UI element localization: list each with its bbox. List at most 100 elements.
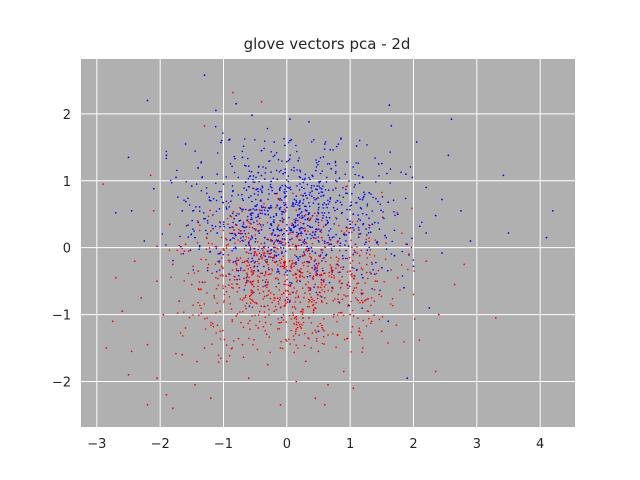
blue-data-point — [261, 191, 263, 194]
red-data-point — [311, 298, 314, 301]
blue-data-point — [315, 230, 317, 233]
red-data-point — [293, 317, 296, 320]
red-data-point — [353, 249, 356, 251]
red-data-point — [307, 265, 309, 268]
red-data-point — [184, 327, 187, 329]
blue-data-point — [317, 203, 320, 206]
red-data-point — [211, 343, 213, 346]
red-data-point — [239, 298, 242, 300]
blue-data-point — [282, 244, 284, 246]
red-data-point — [289, 232, 291, 234]
red-data-point — [246, 281, 248, 283]
blue-data-point — [292, 223, 295, 226]
red-data-point — [267, 294, 270, 296]
red-data-point — [350, 300, 352, 303]
red-data-point — [316, 266, 318, 269]
red-data-point — [365, 252, 368, 254]
red-data-point — [231, 319, 234, 321]
red-data-point — [258, 262, 260, 265]
red-data-point — [282, 314, 285, 316]
red-data-point — [252, 280, 255, 283]
blue-data-point — [243, 187, 245, 189]
red-data-point — [213, 297, 216, 299]
blue-data-point — [257, 269, 259, 272]
blue-data-point — [235, 234, 237, 237]
red-data-point — [290, 318, 293, 320]
red-data-point — [295, 292, 297, 294]
blue-data-point — [354, 251, 356, 253]
red-data-point — [263, 254, 265, 256]
blue-data-point — [241, 239, 243, 242]
blue-data-point — [264, 178, 266, 180]
red-data-point — [271, 301, 273, 304]
blue-data-point — [345, 234, 348, 236]
blue-data-point — [232, 221, 234, 224]
blue-data-point — [388, 104, 391, 107]
red-data-point — [194, 383, 196, 386]
red-data-point — [321, 219, 323, 222]
blue-data-point — [222, 201, 224, 204]
red-data-point — [253, 338, 255, 341]
red-data-point — [276, 277, 278, 279]
red-data-point — [171, 263, 174, 266]
blue-data-point — [275, 214, 278, 216]
blue-data-point — [323, 143, 326, 145]
red-data-point — [241, 232, 244, 235]
red-data-point — [290, 263, 293, 266]
blue-data-point — [217, 260, 219, 263]
red-data-point — [288, 260, 291, 263]
red-data-point — [254, 251, 256, 254]
blue-data-point — [294, 221, 296, 223]
red-data-point — [347, 304, 350, 306]
red-data-point — [247, 280, 250, 282]
red-data-point — [321, 267, 324, 270]
blue-data-point — [303, 238, 306, 241]
blue-data-point — [277, 228, 280, 231]
red-data-point — [206, 317, 208, 319]
red-data-point — [295, 248, 298, 251]
blue-data-point — [297, 219, 299, 222]
red-data-point — [211, 272, 213, 275]
blue-data-point — [299, 169, 301, 171]
red-data-point — [330, 267, 333, 270]
blue-data-point — [304, 194, 307, 197]
blue-data-point — [285, 195, 288, 197]
red-data-point — [244, 239, 246, 241]
blue-data-point — [295, 201, 298, 203]
red-data-point — [285, 340, 288, 342]
red-data-point — [231, 269, 234, 271]
red-data-point — [404, 243, 407, 245]
red-data-point — [268, 314, 270, 316]
red-data-point — [346, 337, 349, 340]
blue-data-point — [247, 157, 249, 160]
blue-data-point — [320, 191, 323, 193]
blue-data-point — [339, 201, 342, 204]
blue-data-point — [290, 229, 293, 232]
red-data-point — [294, 301, 296, 303]
red-data-point — [350, 239, 352, 242]
blue-data-point — [364, 243, 366, 246]
red-data-point — [239, 206, 241, 209]
blue-data-point — [316, 188, 318, 191]
blue-data-point — [387, 201, 390, 204]
red-data-point — [356, 220, 359, 223]
blue-data-point — [279, 229, 281, 232]
red-data-point — [187, 224, 189, 226]
red-data-point — [263, 295, 266, 298]
red-data-point — [268, 290, 270, 292]
blue-data-point — [299, 232, 302, 235]
red-data-point — [360, 289, 363, 291]
red-data-point — [283, 273, 286, 276]
blue-data-point — [322, 207, 325, 209]
red-data-point — [316, 293, 319, 296]
red-data-point — [262, 279, 264, 282]
blue-data-point — [218, 208, 221, 210]
x-tick-label: −2 — [151, 437, 170, 452]
x-axis-ticks: −3 −2 −1 0 1 2 3 4 — [87, 437, 544, 452]
red-data-point — [323, 404, 326, 406]
blue-data-point — [361, 176, 364, 178]
blue-data-point — [379, 289, 381, 292]
blue-data-point — [271, 232, 274, 234]
red-data-point — [255, 324, 257, 327]
red-data-point — [301, 308, 304, 310]
